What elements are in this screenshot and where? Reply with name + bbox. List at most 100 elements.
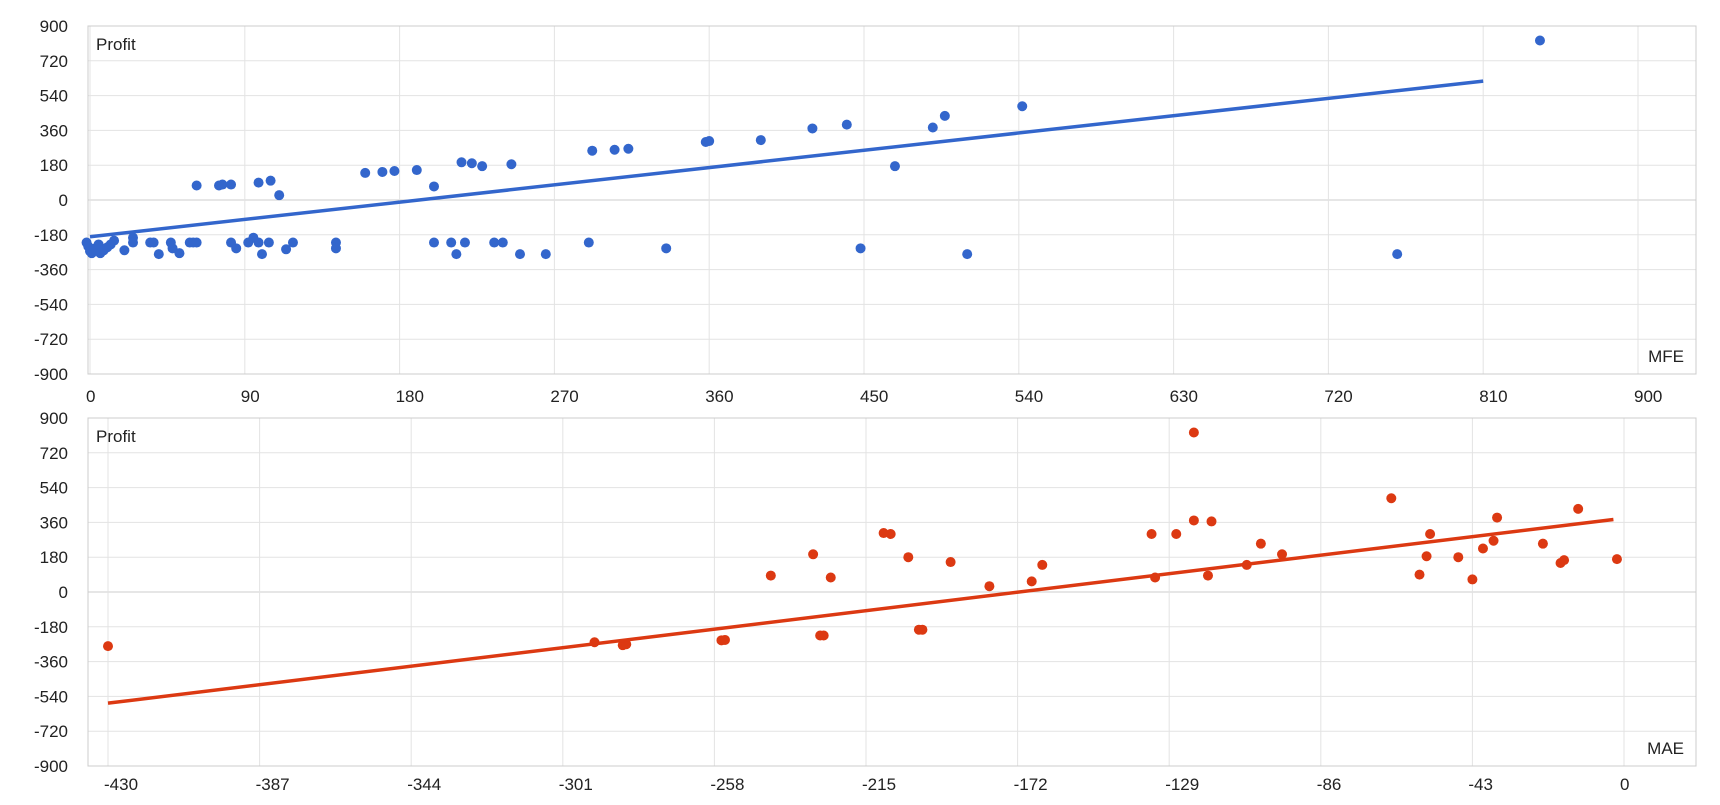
y-tick-label: 720 [40, 52, 68, 71]
data-point [583, 237, 594, 248]
x-tick-label: 0 [1620, 775, 1629, 794]
data-point [825, 572, 836, 583]
data-point [1277, 549, 1288, 560]
y-tick-label: 360 [40, 121, 68, 140]
y-tick-label: -900 [34, 365, 68, 384]
data-point [540, 249, 551, 260]
data-point [917, 624, 928, 635]
data-point [855, 243, 866, 254]
x-tick-label: 900 [1634, 387, 1662, 406]
data-point [755, 135, 766, 146]
y-tick-label: 720 [40, 444, 68, 463]
data-point [1146, 529, 1157, 539]
x-tick-label: 180 [396, 387, 424, 406]
data-point [1206, 516, 1217, 527]
data-point [962, 249, 973, 260]
data-point [1559, 555, 1570, 566]
y-tick-label: -540 [34, 687, 68, 706]
y-tick-label: -540 [34, 295, 68, 314]
x-tick-label: 0 [86, 387, 95, 406]
x-tick-label: -215 [862, 775, 896, 794]
y-tick-label: -900 [34, 757, 68, 776]
data-point [1453, 552, 1464, 563]
data-point [128, 237, 138, 248]
y-tick-label: -720 [34, 330, 68, 349]
data-point [1026, 576, 1037, 587]
data-point [1202, 570, 1213, 581]
x-tick-label: -344 [407, 775, 441, 794]
data-point [1467, 574, 1478, 585]
x-tick-label: 270 [550, 387, 578, 406]
data-point [330, 243, 341, 254]
x-tick-label: 540 [1015, 387, 1043, 406]
data-point [609, 144, 620, 155]
data-point [704, 136, 715, 147]
data-point [1255, 538, 1266, 549]
data-point [451, 249, 462, 260]
data-point [506, 159, 517, 170]
y-tick-label: 540 [40, 87, 68, 106]
x-tick-label: -43 [1468, 775, 1493, 794]
x-axis-label: MFE [1648, 347, 1684, 366]
data-point [765, 570, 776, 581]
data-point [1537, 538, 1548, 549]
data-point [274, 190, 285, 201]
data-point [889, 161, 900, 172]
data-point [446, 237, 457, 248]
y-axis-label: Profit [96, 35, 136, 54]
data-point [1492, 512, 1503, 523]
x-tick-label: -430 [104, 775, 138, 794]
data-point [808, 549, 819, 560]
y-tick-label: -360 [34, 261, 68, 280]
data-point [148, 237, 159, 248]
y-tick-label: 180 [40, 548, 68, 567]
data-point [885, 529, 896, 539]
x-tick-label: -258 [710, 775, 744, 794]
data-point [939, 110, 950, 121]
y-tick-label: 540 [40, 479, 68, 498]
data-point [1425, 529, 1436, 539]
y-tick-label: -360 [34, 653, 68, 672]
data-point [818, 630, 829, 641]
data-point [1534, 35, 1545, 46]
data-point [841, 119, 852, 130]
data-point [103, 641, 113, 652]
x-tick-label: 360 [705, 387, 733, 406]
data-point [109, 235, 120, 246]
data-point [1573, 503, 1584, 514]
data-point [191, 180, 202, 191]
data-point [217, 179, 228, 190]
y-axis-label: Profit [96, 427, 136, 446]
data-point [429, 237, 439, 248]
data-point [253, 177, 264, 188]
data-point [515, 249, 525, 260]
y-tick-label: 360 [40, 513, 68, 532]
data-point [389, 166, 400, 176]
plot-frame [87, 417, 1697, 767]
data-point [945, 557, 956, 568]
x-tick-label: -387 [256, 775, 290, 794]
data-point [1037, 559, 1048, 570]
data-point [1386, 493, 1397, 504]
data-point [984, 581, 995, 592]
data-point [253, 237, 264, 248]
data-point [257, 249, 267, 260]
data-point [226, 179, 237, 190]
x-tick-label: 810 [1479, 387, 1507, 406]
data-point [231, 243, 242, 254]
y-tick-label: -180 [34, 618, 68, 637]
data-point [287, 237, 298, 248]
data-point [1171, 529, 1182, 539]
data-point [1611, 554, 1622, 565]
x-tick-label: -301 [559, 775, 593, 794]
data-point [497, 237, 508, 248]
data-point [429, 181, 439, 192]
data-point [377, 166, 388, 177]
data-point [456, 157, 467, 168]
data-point [411, 165, 422, 176]
y-tick-label: 900 [40, 409, 68, 428]
data-point [119, 245, 130, 256]
data-point [153, 249, 164, 260]
trendline [107, 517, 1614, 705]
